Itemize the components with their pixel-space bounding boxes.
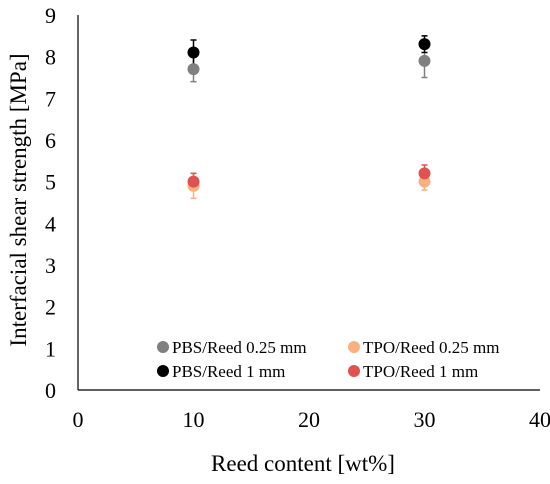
legend-marker [157,365,169,377]
x-tick-labels: 0 10 20 30 40 [73,407,550,432]
legend-marker [157,341,169,353]
y-tick-label: 5 [45,170,56,195]
legend-label: PBS/Reed 1 mm [172,362,285,381]
x-tick-label: 30 [414,407,436,432]
data-point [187,63,200,76]
y-tick-label: 7 [45,86,56,111]
data-marks [187,35,431,200]
legend-label: TPO/Reed 1 mm [363,362,478,381]
data-point [418,175,431,188]
data-point [418,54,431,67]
x-tick-label: 40 [529,407,550,432]
y-axis-title: Interfacial shear strength [MPa] [6,53,31,346]
y-tick-label: 2 [45,295,56,320]
legend: PBS/Reed 0.25 mm PBS/Reed 1 mm TPO/Reed 0.… [157,338,499,381]
legend-marker [348,341,360,353]
legend-marker [348,365,360,377]
y-tick-label: 6 [45,128,56,153]
y-tick-label: 8 [45,45,56,70]
y-tick-labels: 0 1 2 3 4 5 6 7 8 9 [45,3,56,403]
y-tick-label: 4 [45,211,56,236]
data-point [187,175,200,188]
y-tick-label: 9 [45,3,56,28]
legend-label: PBS/Reed 0.25 mm [172,338,307,357]
data-point [418,38,431,51]
data-point [418,167,431,180]
x-axis-title: Reed content [wt%] [211,451,395,476]
x-tick-label: 0 [73,407,84,432]
x-tick-label: 20 [298,407,320,432]
y-tick-label: 0 [45,378,56,403]
data-point [187,46,200,59]
y-tick-label: 1 [45,336,56,361]
y-tick-label: 3 [45,253,56,278]
x-tick-label: 10 [183,407,205,432]
legend-label: TPO/Reed 0.25 mm [363,338,499,357]
